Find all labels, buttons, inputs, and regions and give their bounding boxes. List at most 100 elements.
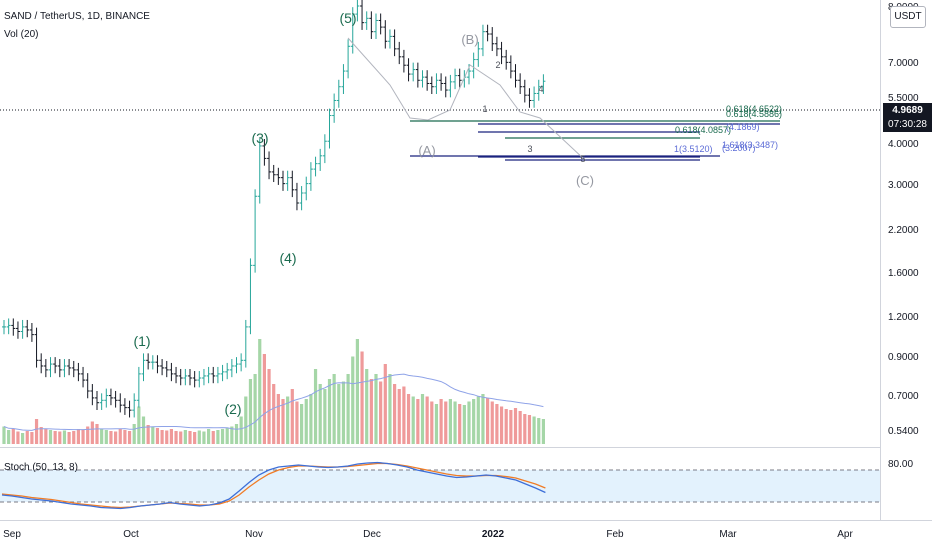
volume-bar: [439, 399, 443, 444]
price-bar: [81, 366, 86, 388]
price-bar: [522, 79, 527, 103]
price-bar: [453, 68, 458, 90]
time-tick-label: 2022: [482, 529, 505, 540]
volume-bar: [365, 369, 369, 444]
bar-countdown-tag: 07:30:28: [883, 118, 932, 132]
volume-bar: [216, 430, 220, 444]
time-tick-label: Nov: [245, 529, 263, 540]
volume-bar: [90, 421, 94, 444]
stoch-lines: [1, 461, 546, 510]
volume-bar: [155, 428, 160, 444]
price-bar: [299, 186, 304, 211]
price-bar: [527, 88, 532, 108]
price-bar: [57, 359, 62, 378]
price-bar: [95, 390, 99, 410]
price-bar: [62, 359, 67, 378]
fib-levels[interactable]: 0.618(4.6522)0.618(4.5886) (4.1869)0.618(…: [347, 37, 782, 161]
volume-bar: [490, 401, 494, 444]
price-bar: [113, 390, 118, 408]
volume-bar: [323, 389, 327, 444]
price-bar: [85, 373, 90, 399]
volume-indicator-label[interactable]: Vol (20): [4, 29, 39, 40]
volume-bar: [341, 381, 346, 444]
volume-bar: [11, 429, 15, 444]
price-bar: [136, 366, 141, 408]
volume-bar: [304, 399, 308, 444]
price-bar: [29, 322, 34, 342]
volume-bar: [504, 409, 508, 444]
price-bar: [355, 0, 360, 22]
volume-bar: [425, 396, 429, 444]
price-bar: [490, 27, 495, 52]
price-bar: [290, 170, 295, 198]
volume-bar: [44, 429, 48, 444]
fib-label: 0.618(4.6522): [726, 104, 782, 114]
volume-bar: [499, 406, 504, 444]
volume-bar: [207, 429, 211, 444]
volume-bar: [262, 354, 266, 444]
price-bar: [429, 76, 434, 95]
volume-bar: [541, 419, 545, 444]
stoch-d-line: [1, 462, 546, 509]
price-bar: [206, 366, 211, 384]
price-bar: [197, 371, 202, 388]
volume-bar: [234, 424, 239, 444]
volume-bar: [2, 426, 6, 444]
price-bar: [471, 52, 476, 79]
price-bar: [304, 176, 309, 201]
wave-label-corrective: (A): [418, 143, 435, 158]
volume-bar: [202, 431, 206, 444]
price-bar: [192, 371, 197, 388]
volume-bar: [58, 431, 62, 444]
volume-bar: [346, 374, 350, 444]
price-bar: [146, 353, 151, 370]
wave-label-main: (1): [133, 333, 150, 349]
volume-bar: [295, 401, 299, 444]
price-bar: [20, 319, 25, 339]
time-tick-label: Oct: [123, 529, 139, 540]
volume-bar: [495, 404, 499, 444]
volume-bar: [141, 416, 146, 444]
volume-bar: [351, 356, 355, 444]
price-bar: [257, 138, 262, 204]
fib-label: (3.2007): [722, 143, 756, 153]
volume-bar: [34, 419, 39, 444]
price-bar: [150, 355, 155, 370]
price-bar: [513, 64, 518, 88]
volume-bar: [137, 406, 141, 444]
volume-bar: [100, 429, 104, 444]
price-bar: [383, 20, 388, 49]
wave-labels[interactable]: (1) (2) (3) (4) (5) (A) (B) (C) 1 2 3 4 5: [133, 10, 594, 417]
volume-bar: [67, 432, 71, 444]
price-bars: [2, 0, 546, 418]
price-bar: [6, 318, 11, 335]
volume-bar: [476, 396, 480, 444]
volume-bar: [53, 431, 57, 444]
price-bar: [387, 29, 392, 49]
price-bar: [360, 0, 365, 30]
wave-label-corrective: (C): [576, 173, 594, 188]
price-bar: [276, 167, 281, 185]
volume-bar: [48, 430, 53, 444]
price-bar: [76, 362, 81, 382]
stoch-indicator-label[interactable]: Stoch (50, 13, 8): [4, 462, 78, 473]
symbol-title[interactable]: SAND / TetherUS, 1D, BINANCE: [4, 11, 150, 22]
stoch-band: [0, 470, 880, 502]
volume-bar: [513, 408, 518, 444]
volume-bar: [179, 431, 183, 444]
price-tick-label: 0.9000: [888, 352, 919, 363]
price-bar: [494, 36, 499, 57]
volume-bar: [267, 369, 271, 444]
price-tick-label: 0.7000: [888, 391, 919, 402]
wave-label-sub: 1: [482, 104, 487, 114]
price-bar: [155, 355, 160, 374]
price-bar: [239, 353, 244, 372]
price-bar: [476, 41, 481, 67]
price-bar: [336, 79, 341, 108]
volume-bar: [104, 430, 108, 444]
price-tick-label: 3.0000: [888, 180, 919, 191]
price-bar: [39, 353, 44, 374]
currency-unit-button[interactable]: USDT: [890, 6, 926, 28]
volume-bar: [300, 404, 304, 444]
